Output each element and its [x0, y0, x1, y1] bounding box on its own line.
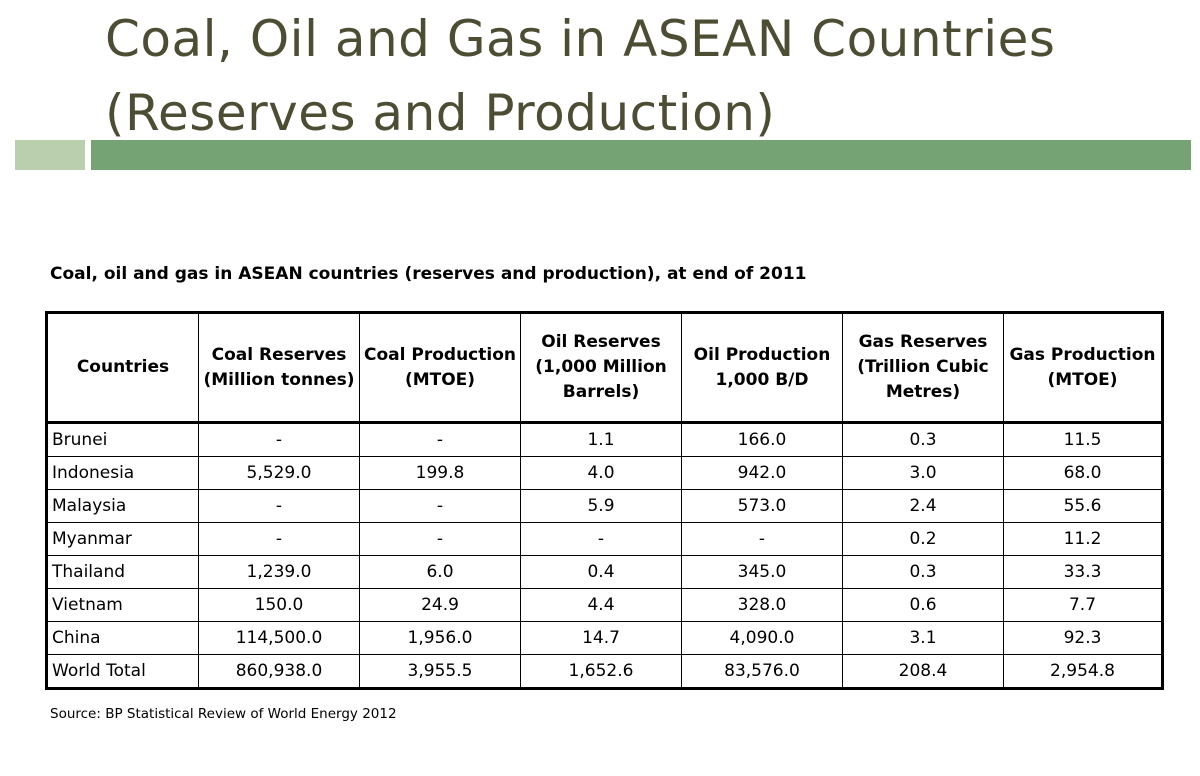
- cell-coal-production: -: [359, 422, 521, 457]
- table-header-row: Countries Coal Reserves (Million tonnes)…: [46, 312, 1163, 424]
- cell-country: Indonesia: [46, 456, 199, 490]
- slide-title-line-2: (Reserves and Production): [105, 84, 776, 142]
- header-oil-production: Oil Production 1,000 B/D: [681, 312, 843, 424]
- cell-gas-reserves: 3.0: [842, 456, 1004, 490]
- cell-oil-production: 328.0: [681, 588, 843, 622]
- cell-country: Myanmar: [46, 522, 199, 556]
- cell-gas-production: 55.6: [1003, 489, 1163, 523]
- source-note: Source: BP Statistical Review of World E…: [50, 706, 397, 722]
- cell-oil-reserves: 4.0: [520, 456, 682, 490]
- accent-bar-light: [15, 140, 85, 170]
- cell-coal-production: 199.8: [359, 456, 521, 490]
- cell-gas-production: 11.5: [1003, 422, 1163, 457]
- cell-oil-production: 573.0: [681, 489, 843, 523]
- header-gas-production: Gas Production (MTOE): [1003, 312, 1163, 424]
- cell-gas-reserves: 0.3: [842, 555, 1004, 589]
- cell-gas-reserves: 3.1: [842, 621, 1004, 655]
- cell-gas-production: 92.3: [1003, 621, 1163, 655]
- slide-title: Coal, Oil and Gas in ASEAN Countries (Re…: [105, 2, 1185, 150]
- cell-oil-production: -: [681, 522, 843, 556]
- cell-country: Malaysia: [46, 489, 199, 523]
- cell-gas-production: 7.7: [1003, 588, 1163, 622]
- table-row: China 114,500.0 1,956.0 14.7 4,090.0 3.1…: [46, 621, 1163, 655]
- cell-oil-reserves: -: [520, 522, 682, 556]
- cell-coal-production: -: [359, 489, 521, 523]
- cell-coal-reserves: 150.0: [198, 588, 360, 622]
- cell-coal-reserves: -: [198, 489, 360, 523]
- cell-coal-production: -: [359, 522, 521, 556]
- cell-oil-reserves: 5.9: [520, 489, 682, 523]
- cell-country: World Total: [46, 654, 199, 689]
- header-coal-production: Coal Production (MTOE): [359, 312, 521, 424]
- cell-gas-reserves: 0.3: [842, 422, 1004, 457]
- cell-coal-reserves: -: [198, 422, 360, 457]
- table-row: Brunei - - 1.1 166.0 0.3 11.5: [46, 422, 1163, 457]
- table-row: Indonesia 5,529.0 199.8 4.0 942.0 3.0 68…: [46, 456, 1163, 490]
- header-oil-reserves: Oil Reserves (1,000 Million Barrels): [520, 312, 682, 424]
- cell-oil-reserves: 1.1: [520, 422, 682, 457]
- cell-gas-reserves: 2.4: [842, 489, 1004, 523]
- cell-oil-reserves: 4.4: [520, 588, 682, 622]
- cell-gas-reserves: 0.2: [842, 522, 1004, 556]
- cell-coal-reserves: 5,529.0: [198, 456, 360, 490]
- cell-coal-reserves: 1,239.0: [198, 555, 360, 589]
- cell-coal-production: 1,956.0: [359, 621, 521, 655]
- cell-country: Vietnam: [46, 588, 199, 622]
- slide-title-line-1: Coal, Oil and Gas in ASEAN Countries: [105, 10, 1056, 68]
- energy-table: Countries Coal Reserves (Million tonnes)…: [45, 311, 1164, 690]
- cell-gas-production: 2,954.8: [1003, 654, 1163, 689]
- cell-gas-production: 11.2: [1003, 522, 1163, 556]
- cell-oil-production: 4,090.0: [681, 621, 843, 655]
- cell-gas-reserves: 208.4: [842, 654, 1004, 689]
- accent-bar-dark: [91, 140, 1191, 170]
- header-gas-reserves: Gas Reserves (Trillion Cubic Metres): [842, 312, 1004, 424]
- cell-coal-reserves: 860,938.0: [198, 654, 360, 689]
- cell-coal-production: 3,955.5: [359, 654, 521, 689]
- table-row: World Total 860,938.0 3,955.5 1,652.6 83…: [46, 654, 1163, 689]
- cell-oil-production: 83,576.0: [681, 654, 843, 689]
- table-row: Malaysia - - 5.9 573.0 2.4 55.6: [46, 489, 1163, 523]
- cell-oil-reserves: 14.7: [520, 621, 682, 655]
- cell-gas-production: 68.0: [1003, 456, 1163, 490]
- cell-coal-production: 6.0: [359, 555, 521, 589]
- cell-gas-reserves: 0.6: [842, 588, 1004, 622]
- cell-coal-production: 24.9: [359, 588, 521, 622]
- cell-oil-production: 166.0: [681, 422, 843, 457]
- header-coal-reserves: Coal Reserves (Million tonnes): [198, 312, 360, 424]
- cell-gas-production: 33.3: [1003, 555, 1163, 589]
- cell-oil-reserves: 1,652.6: [520, 654, 682, 689]
- cell-country: Thailand: [46, 555, 199, 589]
- table-caption: Coal, oil and gas in ASEAN countries (re…: [50, 264, 807, 284]
- header-countries: Countries: [46, 312, 199, 424]
- cell-oil-production: 942.0: [681, 456, 843, 490]
- cell-country: Brunei: [46, 422, 199, 457]
- table-row: Vietnam 150.0 24.9 4.4 328.0 0.6 7.7: [46, 588, 1163, 622]
- table-row: Thailand 1,239.0 6.0 0.4 345.0 0.3 33.3: [46, 555, 1163, 589]
- table-row: Myanmar - - - - 0.2 11.2: [46, 522, 1163, 556]
- cell-coal-reserves: 114,500.0: [198, 621, 360, 655]
- cell-oil-production: 345.0: [681, 555, 843, 589]
- cell-country: China: [46, 621, 199, 655]
- cell-oil-reserves: 0.4: [520, 555, 682, 589]
- cell-coal-reserves: -: [198, 522, 360, 556]
